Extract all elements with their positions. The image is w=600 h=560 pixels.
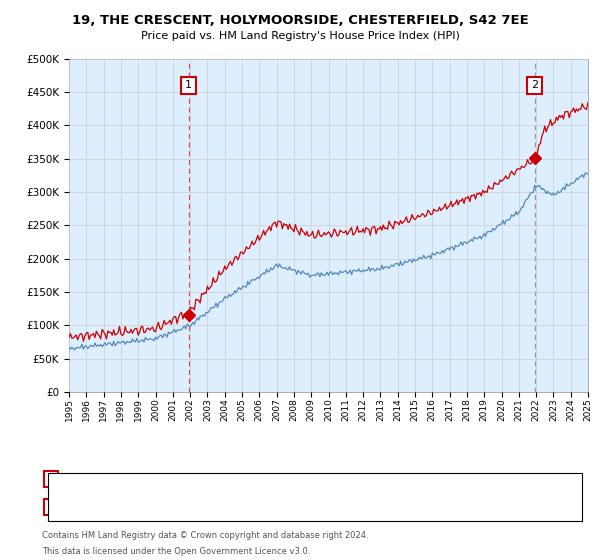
Text: 19, THE CRESCENT, HOLYMOORSIDE, CHESTERFIELD, S42 7EE: 19, THE CRESCENT, HOLYMOORSIDE, CHESTERF… — [71, 14, 529, 27]
Text: 24% ↑ HPI: 24% ↑ HPI — [345, 474, 404, 484]
Text: £120,000: £120,000 — [222, 474, 274, 484]
Text: 30-NOV-2021: 30-NOV-2021 — [75, 502, 146, 512]
Text: 2: 2 — [47, 502, 55, 512]
Text: Price paid vs. HM Land Registry's House Price Index (HPI): Price paid vs. HM Land Registry's House … — [140, 31, 460, 41]
Text: 1: 1 — [185, 81, 192, 91]
Text: 19, THE CRESCENT, HOLYMOORSIDE, CHESTERFIELD, S42 7EE (detached house): 19, THE CRESCENT, HOLYMOORSIDE, CHESTERF… — [96, 489, 475, 498]
Text: 1: 1 — [47, 474, 55, 484]
Text: £350,000: £350,000 — [222, 502, 274, 512]
Text: 25% ↑ HPI: 25% ↑ HPI — [345, 502, 404, 512]
Text: Contains HM Land Registry data © Crown copyright and database right 2024.: Contains HM Land Registry data © Crown c… — [42, 531, 368, 540]
Text: HPI: Average price, detached house, North East Derbyshire: HPI: Average price, detached house, Nort… — [96, 506, 377, 515]
Text: This data is licensed under the Open Government Licence v3.0.: This data is licensed under the Open Gov… — [42, 547, 310, 556]
Text: 2: 2 — [531, 81, 538, 91]
Text: 25-NOV-2001: 25-NOV-2001 — [75, 474, 146, 484]
